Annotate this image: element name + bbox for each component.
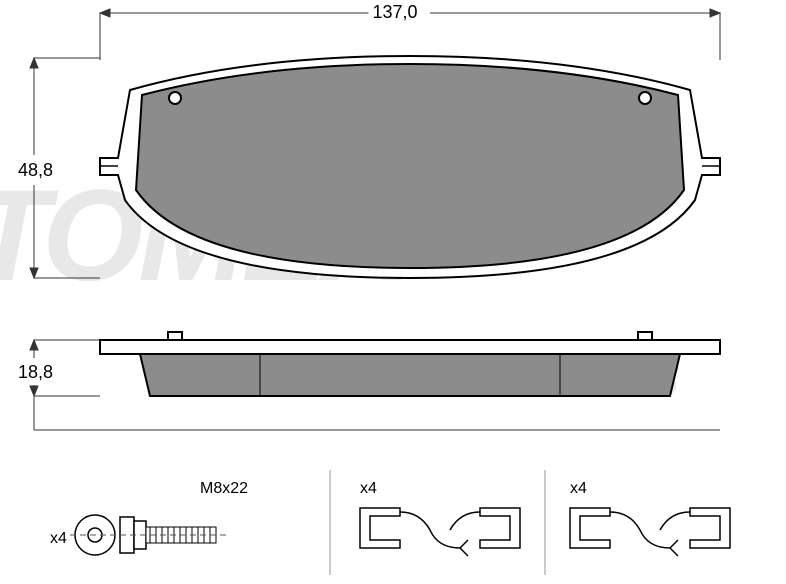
diagram-svg (0, 0, 786, 584)
bolt-icon (70, 515, 230, 555)
brake-pad-side (100, 332, 720, 396)
clip-b-icon (570, 508, 730, 556)
bolt-qty: x4 (50, 530, 67, 548)
dim-thickness-label: 18,8 (14, 362, 57, 383)
brake-pad-front (100, 56, 720, 278)
dim-width-label: 137,0 (368, 2, 421, 23)
clip-b-qty: x4 (570, 480, 587, 498)
bolt-spec: M8x22 (200, 480, 248, 498)
clip-a-qty: x4 (360, 480, 377, 498)
dim-height-label: 48,8 (14, 160, 57, 181)
clip-a-icon (360, 508, 520, 556)
